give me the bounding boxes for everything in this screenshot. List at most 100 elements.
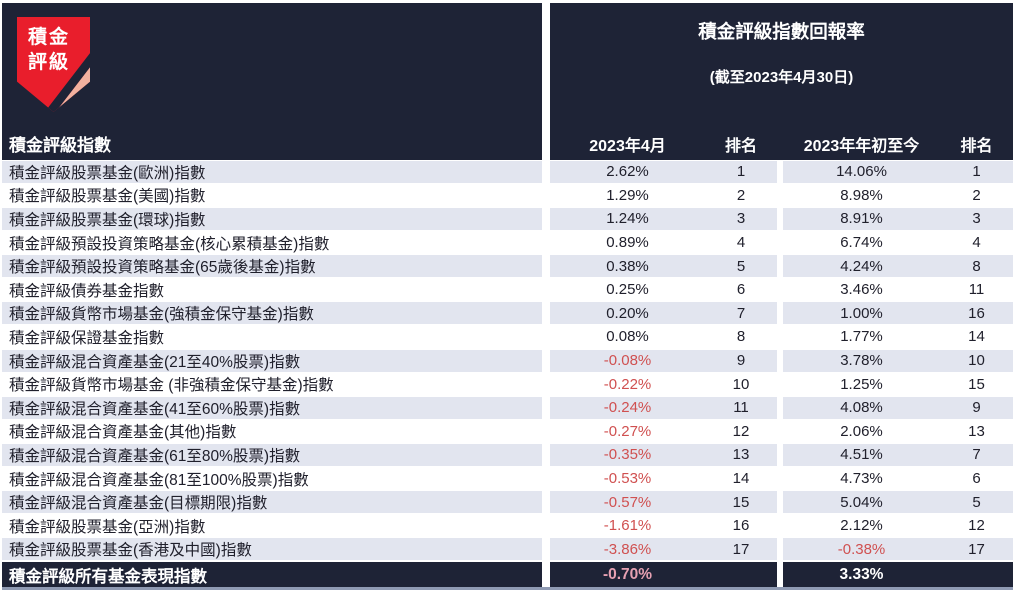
table-row: 積金評級混合資產基金(41至60%股票)指數 -0.24% 11 4.08% 9	[2, 396, 1013, 420]
table-row: 積金評級保證基金指數 0.08% 8 1.77% 14	[2, 325, 1013, 349]
table-row: 積金評級混合資產基金(81至100%股票)指數 -0.53% 14 4.73% …	[2, 467, 1013, 491]
ytd-return: 4.08%	[840, 399, 883, 417]
month-block: -0.57% 15	[550, 491, 777, 514]
table-row: 積金評級股票基金(亞洲)指數 -1.61% 16 2.12% 12	[2, 514, 1013, 538]
ytd-rank: 4	[972, 234, 981, 252]
month-rank: 15	[732, 493, 750, 511]
ytd-return: 8.91%	[840, 210, 883, 228]
row-gutter	[542, 490, 550, 514]
ytd-block: -0.38% 17	[783, 538, 1013, 561]
ytd-rank: 1	[972, 163, 981, 181]
month-rank: 3	[736, 210, 746, 228]
ytd-return: 5.04%	[840, 493, 883, 511]
table-row: 積金評級混合資產基金(其他)指數 -0.27% 12 2.06% 13	[2, 420, 1013, 444]
table-subtitle: (截至2023年4月30日)	[709, 69, 854, 86]
fund-index-name: 積金評級混合資產基金(41至60%股票)指數	[2, 396, 542, 419]
fund-index-name: 積金評級混合資產基金(其他)指數	[9, 424, 237, 442]
ytd-rank: 5	[972, 493, 981, 511]
table-header-right: 積金評級指數回報率 (截至2023年4月30日) 2023年4月 排名 2023…	[550, 3, 1013, 160]
fund-index-name: 積金評級預設投資策略基金(65歲後基金)指數	[2, 255, 542, 278]
ytd-return: 4.24%	[840, 257, 883, 275]
month-rank: 4	[736, 234, 746, 252]
table-header-left: 積金 評級 積金評級指數	[2, 3, 542, 160]
fund-index-name: 積金評級貨幣市場基金(強積金保守基金)指數	[2, 302, 542, 325]
row-gutter	[542, 231, 550, 255]
month-block: -0.08% 9	[550, 349, 777, 372]
month-rank: 1	[736, 163, 746, 181]
month-block: -3.86% 17	[550, 538, 777, 561]
month-block: 0.08% 8	[550, 326, 777, 348]
month-return: 0.08%	[606, 328, 649, 346]
column-header-ytd-rank: 排名	[960, 138, 993, 155]
mpf-ratings-logo: 積金 評級	[17, 17, 90, 112]
index-column-header: 積金評級指數	[9, 136, 111, 155]
fund-index-name: 積金評級混合資產基金(61至80%股票)指數	[2, 443, 542, 466]
month-rank: 7	[736, 304, 746, 322]
row-gutter	[542, 372, 550, 396]
month-block: 0.20% 7	[550, 302, 777, 325]
ytd-rank: 3	[972, 210, 981, 228]
ytd-rank: 10	[968, 352, 985, 370]
summary-row: 積金評級所有基金表現指數 -0.70% 3.33%	[2, 562, 1013, 588]
ytd-return: 4.51%	[840, 446, 883, 464]
ytd-block: 1.00% 16	[783, 302, 1013, 325]
column-header-ytd: 2023年年初至今	[803, 138, 920, 155]
ytd-return: 2.12%	[840, 517, 883, 535]
ytd-rank: 11	[968, 281, 985, 299]
ytd-return: 1.00%	[840, 304, 883, 322]
month-return: -1.61%	[603, 517, 652, 535]
fund-index-name: 積金評級混合資產基金(21至40%股票)指數	[2, 349, 542, 372]
month-rank: 17	[732, 540, 750, 558]
row-gutter	[542, 278, 550, 302]
month-return: 1.29%	[606, 186, 649, 204]
month-return: -3.86%	[603, 540, 652, 558]
table-row: 積金評級貨幣市場基金(強積金保守基金)指數 0.20% 7 1.00% 16	[2, 302, 1013, 326]
table-row: 積金評級股票基金(歐洲)指數 2.62% 1 14.06% 1	[2, 160, 1013, 184]
ytd-rank: 8	[972, 257, 981, 275]
fund-index-name: 積金評級保證基金指數	[9, 329, 165, 347]
table-body: 積金評級股票基金(歐洲)指數 2.62% 1 14.06% 1 積金評級股票基金…	[2, 160, 1013, 561]
month-return: -0.22%	[603, 375, 652, 393]
table-row: 積金評級混合資產基金(目標期限)指數 -0.57% 15 5.04% 5	[2, 490, 1013, 514]
ytd-rank: 9	[972, 399, 981, 417]
ytd-return: 1.25%	[840, 375, 883, 393]
table-row: 積金評級預設投資策略基金(65歲後基金)指數 0.38% 5 4.24% 8	[2, 254, 1013, 278]
ytd-rank: 2	[972, 186, 981, 204]
month-rank: 11	[733, 399, 749, 417]
month-rank: 9	[736, 352, 746, 370]
month-return: 0.89%	[606, 234, 649, 252]
row-gutter	[542, 396, 550, 420]
ytd-return: 8.98%	[840, 186, 883, 204]
summary-index-name: 積金評級所有基金表現指數	[2, 562, 542, 588]
ytd-rank: 12	[968, 517, 985, 535]
summary-month-return: -0.70%	[602, 565, 653, 583]
row-gutter	[542, 160, 550, 184]
ytd-return: 3.78%	[840, 352, 883, 370]
month-block: -0.24% 11	[550, 396, 777, 419]
row-gutter	[542, 514, 550, 538]
month-block: 1.29% 2	[550, 184, 777, 206]
month-rank: 10	[732, 375, 750, 393]
month-rank: 16	[732, 517, 750, 535]
fund-index-name: 積金評級股票基金(歐洲)指數	[2, 160, 542, 183]
fund-index-name: 積金評級股票基金(香港及中國)指數	[2, 538, 542, 561]
table-row: 積金評級股票基金(美國)指數 1.29% 2 8.98% 2	[2, 184, 1013, 208]
fund-index-name: 積金評級股票基金(環球)指數	[2, 207, 542, 230]
month-return: -0.24%	[603, 399, 652, 417]
month-block: 1.24% 3	[550, 207, 777, 230]
table-row: 積金評級貨幣市場基金 (非強積金保守基金)指數 -0.22% 10 1.25% …	[2, 372, 1013, 396]
ytd-return: -0.38%	[837, 540, 886, 558]
ytd-rank: 13	[968, 422, 985, 440]
ytd-rank: 7	[972, 446, 981, 464]
ytd-return: 14.06%	[836, 163, 887, 181]
row-gutter	[542, 254, 550, 278]
ytd-block: 2.06% 13	[783, 420, 1013, 442]
fund-index-name: 積金評級股票基金(亞洲)指數	[9, 518, 206, 536]
row-gutter	[542, 325, 550, 349]
ytd-return: 2.06%	[840, 422, 883, 440]
summary-ytd-return: 3.33%	[839, 565, 884, 583]
month-block: -0.22% 10	[550, 373, 777, 395]
column-header-month-rank: 排名	[724, 138, 757, 155]
table-row: 積金評級債券基金指數 0.25% 6 3.46% 11	[2, 278, 1013, 302]
